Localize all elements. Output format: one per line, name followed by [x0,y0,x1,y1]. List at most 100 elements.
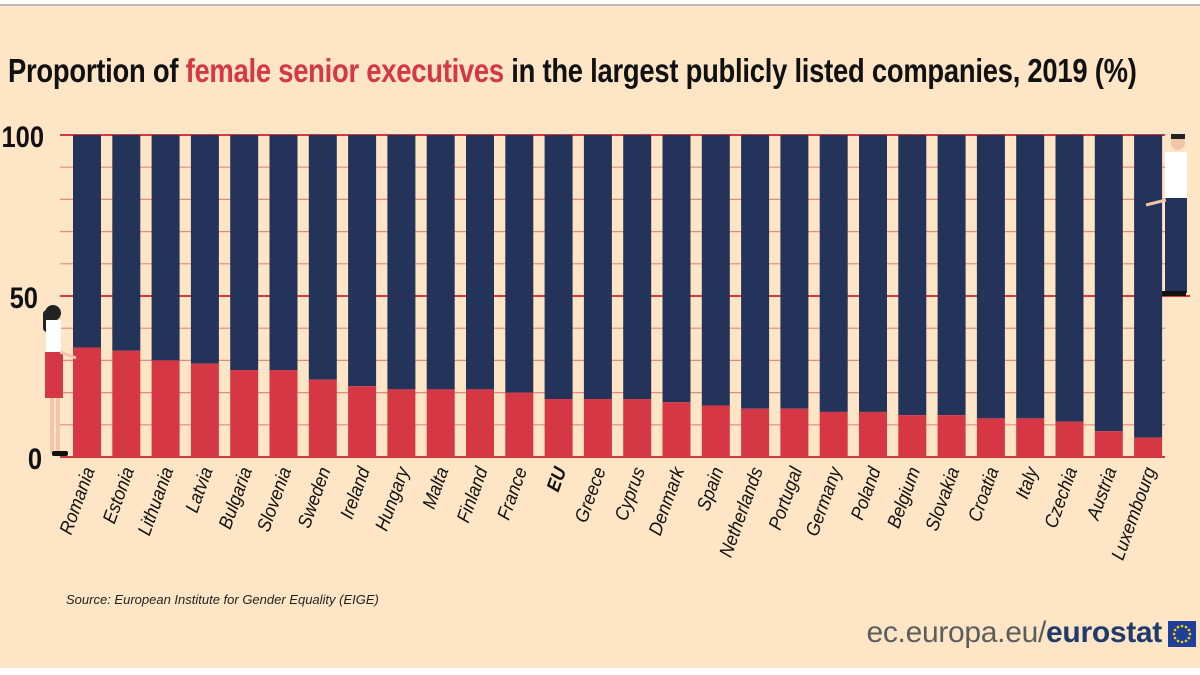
flag-star [1173,628,1177,632]
y-tick-label: 0 [28,442,42,475]
x-tick-label: Belgium [882,464,924,531]
bar-male [269,135,298,371]
x-tick-label: Slovenia [252,464,295,534]
flag-star [1184,639,1188,643]
x-tick-label: Germany [800,462,846,539]
bar-male [505,135,534,393]
woman-figure-icon [46,320,61,353]
woman-figure-icon [50,398,54,453]
x-tick-label: EU [542,463,571,494]
bar-male [308,135,337,380]
bar-male [73,135,101,348]
bar-male [466,135,494,390]
bar-male [1016,135,1045,419]
bar-female [976,418,1005,457]
flag-star [1184,625,1188,629]
bar-female [898,415,927,457]
bar-male [819,135,848,412]
x-tick-label: Estonia [98,464,138,526]
bar-male [780,135,809,409]
bar-female [662,402,691,457]
bar-female [819,411,848,457]
bar-female [151,360,180,457]
bar-male [1055,135,1084,422]
man-figure-icon [1165,198,1187,293]
bar-female [741,408,770,457]
bar-female [780,408,809,457]
x-tick-label: Sweden [293,464,335,531]
bar-female [308,379,337,457]
bar-male [741,135,770,409]
bar-female [937,415,966,457]
x-tick-label: Italy [1011,462,1043,501]
x-tick-label: Portugal [764,463,807,532]
flag-star [1176,639,1180,643]
flag-star [1173,636,1177,640]
woman-figure-icon [52,451,68,456]
flag-star [1172,632,1176,636]
x-tick-label: Slovakia [920,464,963,534]
bar-female [1055,421,1084,457]
bar-female [426,389,455,457]
man-figure-icon [1171,136,1185,150]
bar-female [466,389,494,457]
bar-female [623,399,652,457]
title-prefix: Proportion of [8,52,186,89]
bar-female [348,386,377,457]
bar-male [426,135,455,390]
bar-female [505,392,534,457]
x-tick-label: France [492,464,531,523]
flag-star [1176,625,1180,629]
man-figure-icon [1145,198,1167,207]
flag-star [1188,632,1192,636]
y-tick-label: 50 [10,281,38,314]
x-tick-label: Greece [570,464,610,525]
x-tick-label: Spain [692,464,728,513]
flag-star [1187,628,1191,632]
woman-figure-icon [56,398,60,453]
x-tick-label: Hungary [370,462,414,533]
bar-female [1094,431,1123,457]
eurostat-logo-text[interactable]: ec.europa.eu/eurostat [866,616,1162,650]
man-figure-icon [1171,134,1185,139]
brand-name: eurostat [1046,616,1162,649]
x-tick-label: Poland [846,463,885,522]
x-tick-label: Lithuania [133,464,178,538]
bar-male [701,135,730,406]
bar-male [348,135,377,387]
x-tick-label: Austria [1081,464,1120,523]
bar-female [1134,437,1163,457]
bar-female [190,363,219,457]
x-tick-label: Croatia [963,464,1003,524]
eu-flag-icon [1168,621,1196,647]
woman-figure-icon [45,352,63,398]
x-tick-label: Denmark [644,463,689,538]
brand-domain: ec.europa.eu/ [866,616,1047,649]
x-tick-label: Finland [452,463,492,525]
man-figure-icon [1162,291,1186,296]
bar-male [1094,135,1123,432]
bar-male [544,135,573,400]
x-tick-label: Ireland [335,463,374,521]
title-suffix: in the largest publicly listed companies… [503,52,1137,89]
bar-male [112,135,141,351]
bar-female [112,350,141,457]
bar-male [898,135,927,416]
bar-male [230,135,259,371]
bar-male [859,135,887,412]
bar-female [1016,418,1045,457]
bar-female [701,405,730,457]
bar-male [937,135,966,416]
bar-male [583,135,612,400]
woman-figure-icon [59,350,77,360]
man-figure-icon [1165,152,1187,200]
x-tick-label: Bulgaria [214,464,256,532]
x-tick-label: Malta [417,464,452,512]
bar-female [387,389,416,457]
bar-female [859,411,887,457]
bar-female [230,370,259,457]
bar-female [583,399,612,457]
x-tick-label: Romania [54,464,98,537]
bar-male [623,135,652,400]
